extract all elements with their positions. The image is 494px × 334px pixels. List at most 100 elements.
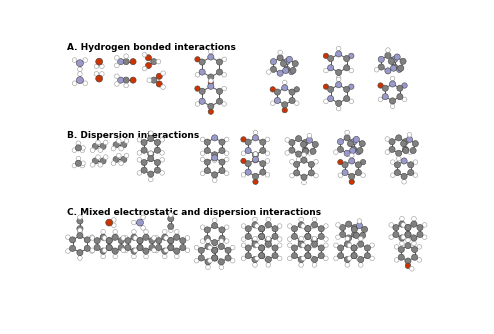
Circle shape: [199, 59, 205, 65]
Circle shape: [141, 215, 145, 219]
Circle shape: [265, 151, 270, 156]
Circle shape: [343, 96, 350, 102]
Circle shape: [413, 173, 418, 178]
Circle shape: [390, 173, 395, 178]
Circle shape: [75, 145, 82, 151]
Circle shape: [324, 243, 328, 247]
Circle shape: [266, 243, 271, 248]
Circle shape: [402, 97, 407, 102]
Circle shape: [389, 139, 395, 145]
Circle shape: [216, 69, 223, 75]
Circle shape: [278, 50, 283, 55]
Circle shape: [152, 236, 157, 240]
Circle shape: [296, 157, 301, 162]
Circle shape: [112, 236, 116, 240]
Circle shape: [112, 223, 116, 227]
Circle shape: [100, 64, 104, 68]
Circle shape: [289, 147, 295, 153]
Circle shape: [272, 253, 278, 259]
Circle shape: [343, 65, 350, 71]
Circle shape: [265, 222, 271, 228]
Circle shape: [389, 222, 394, 227]
Circle shape: [394, 258, 399, 262]
Circle shape: [301, 157, 307, 163]
Circle shape: [131, 248, 137, 254]
Circle shape: [211, 247, 218, 254]
Circle shape: [289, 139, 295, 146]
Circle shape: [160, 138, 165, 142]
Circle shape: [352, 231, 358, 237]
Circle shape: [305, 253, 311, 259]
Circle shape: [66, 249, 70, 254]
Text: B. Dispersion interactions: B. Dispersion interactions: [67, 131, 199, 140]
Circle shape: [274, 89, 281, 95]
Circle shape: [266, 70, 271, 74]
Circle shape: [291, 253, 297, 259]
Circle shape: [399, 221, 405, 227]
Circle shape: [413, 160, 418, 164]
Circle shape: [299, 243, 303, 248]
Circle shape: [402, 83, 407, 88]
Circle shape: [96, 155, 100, 159]
Circle shape: [77, 226, 83, 232]
Circle shape: [412, 254, 418, 260]
Circle shape: [167, 237, 174, 244]
Circle shape: [385, 52, 391, 58]
Circle shape: [149, 237, 155, 244]
Circle shape: [72, 58, 77, 62]
Circle shape: [78, 215, 82, 219]
Circle shape: [148, 136, 154, 142]
Circle shape: [252, 152, 258, 158]
Circle shape: [258, 226, 265, 232]
Circle shape: [131, 254, 136, 259]
Circle shape: [149, 151, 153, 156]
Circle shape: [118, 58, 124, 65]
Circle shape: [81, 146, 85, 150]
Circle shape: [336, 46, 341, 51]
Circle shape: [401, 235, 406, 239]
Circle shape: [143, 248, 149, 254]
Circle shape: [149, 177, 153, 182]
Circle shape: [211, 255, 218, 261]
Circle shape: [299, 217, 303, 222]
Circle shape: [160, 171, 165, 175]
Circle shape: [253, 158, 258, 163]
Circle shape: [253, 152, 258, 156]
Circle shape: [298, 222, 304, 228]
Circle shape: [356, 243, 361, 247]
Circle shape: [94, 64, 99, 68]
Circle shape: [211, 155, 218, 161]
Circle shape: [156, 73, 163, 79]
Circle shape: [113, 142, 119, 148]
Circle shape: [335, 81, 342, 88]
Circle shape: [344, 135, 350, 141]
Circle shape: [342, 162, 348, 168]
Circle shape: [355, 162, 362, 168]
Circle shape: [241, 151, 246, 156]
Circle shape: [208, 103, 214, 109]
Circle shape: [406, 238, 410, 242]
Circle shape: [328, 55, 334, 62]
Circle shape: [351, 245, 357, 251]
Circle shape: [338, 173, 343, 178]
Circle shape: [412, 141, 418, 147]
Circle shape: [131, 229, 136, 234]
Circle shape: [125, 244, 131, 251]
Circle shape: [310, 256, 315, 261]
Circle shape: [394, 54, 400, 60]
Circle shape: [201, 157, 205, 162]
Circle shape: [301, 256, 305, 261]
Circle shape: [145, 55, 152, 61]
Circle shape: [378, 83, 383, 88]
Circle shape: [264, 224, 269, 228]
Circle shape: [84, 237, 90, 243]
Circle shape: [117, 139, 121, 143]
Circle shape: [149, 131, 153, 136]
Circle shape: [154, 236, 159, 240]
Circle shape: [410, 148, 416, 154]
Circle shape: [133, 248, 138, 253]
Circle shape: [397, 67, 402, 72]
Circle shape: [311, 241, 318, 247]
Circle shape: [106, 244, 112, 251]
Circle shape: [281, 60, 287, 67]
